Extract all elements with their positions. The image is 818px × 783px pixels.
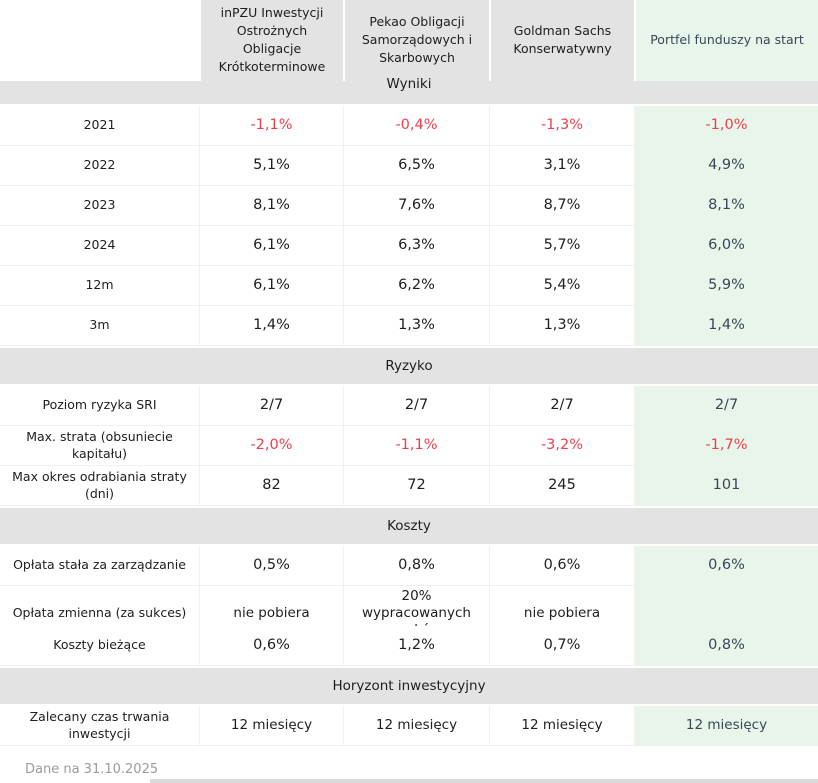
row-label: 2024 (0, 226, 199, 265)
table-row-2021: 2021 -1,1% -0,4% -1,3% -1,0% (0, 106, 818, 146)
fund-column-header-inpzu: inPZU Inwestycji Ostrożnych Obligacje Kr… (199, 0, 343, 81)
value-cell: 2/7 (489, 386, 634, 425)
value-cell-highlight: -1,0% (634, 106, 818, 145)
value-cell: 12 miesięcy (489, 706, 634, 745)
value-cell: 0,5% (199, 546, 343, 585)
value-cell: 1,2% (343, 626, 489, 665)
value-cell: -1,1% (199, 106, 343, 145)
value-cell: 5,1% (199, 146, 343, 185)
value-cell: 6,5% (343, 146, 489, 185)
row-label: Max. strata (obsuniecie kapitału) (0, 426, 199, 465)
row-label: Koszty bieżące (0, 626, 199, 665)
value-cell: 6,3% (343, 226, 489, 265)
table-row-12m: 12m 6,1% 6,2% 5,4% 5,9% (0, 266, 818, 306)
value-cell: -0,4% (343, 106, 489, 145)
fund-column-header-pekao: Pekao Obligacji Samorządowych i Skarbowy… (343, 0, 489, 81)
value-cell-highlight: 6,0% (634, 226, 818, 265)
value-cell-highlight: 0,6% (634, 546, 818, 585)
table-row-max-okres: Max okres odrabiania straty (dni) 82 72 … (0, 466, 818, 506)
table-row-oplata-stala: Opłata stała za zarządzanie 0,5% 0,8% 0,… (0, 546, 818, 586)
value-cell: 0,7% (489, 626, 634, 665)
value-cell-highlight: 2/7 (634, 386, 818, 425)
value-cell: 72 (343, 466, 489, 505)
value-cell: 245 (489, 466, 634, 505)
table-row-koszty-biezace: Koszty bieżące 0,6% 1,2% 0,7% 0,8% (0, 626, 818, 666)
table-row-zalecany-czas: Zalecany czas trwania inwestycji 12 mies… (0, 706, 818, 746)
value-cell: 5,7% (489, 226, 634, 265)
row-label: 3m (0, 306, 199, 345)
value-cell: -1,3% (489, 106, 634, 145)
value-cell: 6,1% (199, 266, 343, 305)
value-cell: 1,3% (343, 306, 489, 345)
table-row-sri: Poziom ryzyka SRI 2/7 2/7 2/7 2/7 (0, 386, 818, 426)
row-label: Zalecany czas trwania inwestycji (0, 706, 199, 745)
row-label: Max okres odrabiania straty (dni) (0, 466, 199, 505)
row-label: Opłata stała za zarządzanie (0, 546, 199, 585)
section-header-horyzont: Horyzont inwestycyjny (0, 666, 818, 706)
value-cell-highlight: 101 (634, 466, 818, 505)
value-cell: -2,0% (199, 426, 343, 465)
value-cell: 6,2% (343, 266, 489, 305)
value-cell: 82 (199, 466, 343, 505)
value-cell-highlight: 12 miesięcy (634, 706, 818, 745)
value-cell: 7,6% (343, 186, 489, 225)
value-cell-highlight: 8,1% (634, 186, 818, 225)
row-label: 2022 (0, 146, 199, 185)
table-row-max-strata: Max. strata (obsuniecie kapitału) -2,0% … (0, 426, 818, 466)
fund-column-header-goldman: Goldman Sachs Konserwatywny (489, 0, 634, 81)
fund-column-header-portfel-highlight: Portfel funduszy na start (634, 0, 818, 81)
row-label: 12m (0, 266, 199, 305)
value-cell: 12 miesięcy (343, 706, 489, 745)
value-cell: 6,1% (199, 226, 343, 265)
corner-cell (0, 0, 199, 81)
value-cell: -3,2% (489, 426, 634, 465)
value-cell: 0,6% (199, 626, 343, 665)
table-row-2024: 2024 6,1% 6,3% 5,7% 6,0% (0, 226, 818, 266)
section-header-ryzyko: Ryzyko (0, 346, 818, 386)
data-as-of-note: Dane na 31.10.2025 (25, 762, 159, 777)
value-cell: 0,8% (343, 546, 489, 585)
row-label: 2021 (0, 106, 199, 145)
value-cell: 5,4% (489, 266, 634, 305)
value-cell-highlight: 1,4% (634, 306, 818, 345)
value-cell-highlight: 5,9% (634, 266, 818, 305)
bottom-divider (150, 779, 818, 783)
value-cell: 1,4% (199, 306, 343, 345)
table-row-oplata-zmienna: Opłata zmienna (za sukces) nie pobiera 2… (0, 586, 818, 641)
value-cell-highlight: 0,8% (634, 626, 818, 665)
value-cell-highlight: -1,7% (634, 426, 818, 465)
table-row-2023: 2023 8,1% 7,6% 8,7% 8,1% (0, 186, 818, 226)
value-cell-highlight: 4,9% (634, 146, 818, 185)
value-cell: 8,1% (199, 186, 343, 225)
value-cell: 3,1% (489, 146, 634, 185)
value-cell: 8,7% (489, 186, 634, 225)
value-cell: 0,6% (489, 546, 634, 585)
table-header-row: inPZU Inwestycji Ostrożnych Obligacje Kr… (0, 0, 818, 81)
row-label: Poziom ryzyka SRI (0, 386, 199, 425)
value-cell: 2/7 (199, 386, 343, 425)
value-cell: 2/7 (343, 386, 489, 425)
value-cell: -1,1% (343, 426, 489, 465)
table-row-3m: 3m 1,4% 1,3% 1,3% 1,4% (0, 306, 818, 346)
section-header-koszty: Koszty (0, 506, 818, 546)
fund-comparison-table: inPZU Inwestycji Ostrożnych Obligacje Kr… (0, 0, 818, 746)
value-cell: 1,3% (489, 306, 634, 345)
table-row-2022: 2022 5,1% 6,5% 3,1% 4,9% (0, 146, 818, 186)
row-label: 2023 (0, 186, 199, 225)
value-cell: 12 miesięcy (199, 706, 343, 745)
